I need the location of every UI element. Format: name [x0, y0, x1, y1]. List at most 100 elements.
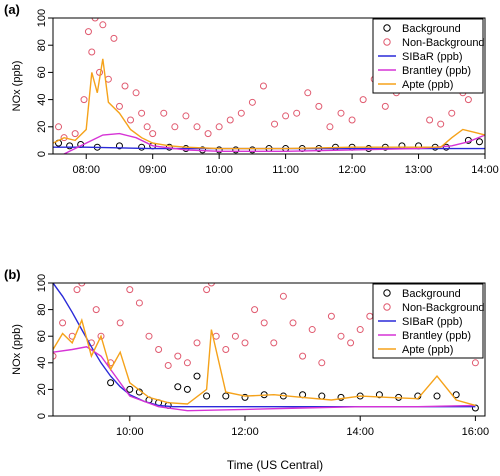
background-point — [475, 138, 483, 146]
background-point — [452, 391, 460, 399]
background-point — [433, 392, 441, 400]
x-tick-label: 13:00 — [405, 164, 433, 176]
legend: Background Non-Background SIBaR (ppb) Brant… — [372, 283, 485, 359]
non-background-point — [270, 339, 278, 347]
non-background-point — [279, 292, 287, 300]
non-background-point — [315, 102, 323, 110]
non-background-point — [116, 319, 124, 327]
background-point — [174, 383, 182, 391]
y-tick-label: 40 — [36, 93, 48, 105]
non-background-point — [348, 116, 356, 124]
non-background-point — [88, 48, 96, 56]
non-background-point — [347, 339, 355, 347]
non-background-point — [471, 359, 479, 367]
non-background-point — [337, 332, 345, 340]
non-background-point — [251, 306, 259, 314]
panel-b: 0 20 40 60 80 100 10:00 12:00 14:00 16:00 NOx (ppb… — [4, 267, 489, 438]
non-background-point — [464, 96, 472, 104]
non-background-point — [171, 123, 179, 131]
non-background-point — [203, 286, 211, 294]
x-tick-label: 14:00 — [346, 426, 374, 438]
non-background-point — [259, 82, 267, 90]
panel-a: 0 20 40 60 80 100 08:00 09:00 10:00 11:00 12:00 13:… — [4, 2, 499, 176]
legend-entry: Non-Background — [402, 302, 485, 314]
non-background-point — [121, 82, 129, 90]
legend-entry: SIBaR (ppb) — [402, 51, 463, 63]
legend-entry: Brantley (ppb) — [402, 65, 471, 77]
y-axis-label: NOx (ppb) — [11, 324, 23, 375]
background-point — [222, 392, 230, 400]
x-tick-label: 16:00 — [462, 426, 490, 438]
legend-marker — [383, 38, 391, 46]
non-background-point — [207, 283, 215, 287]
plot-frame — [52, 282, 486, 417]
background-point — [318, 392, 326, 400]
non-background-point — [115, 102, 123, 110]
y-tick-label: 60 — [36, 66, 48, 78]
y-tick-label: 80 — [36, 39, 48, 51]
non-background-point — [92, 306, 100, 314]
non-background-point — [80, 96, 88, 104]
non-background-point — [132, 89, 140, 97]
non-background-point — [237, 109, 245, 117]
apte-ppb-line — [53, 58, 485, 150]
background-point — [66, 142, 74, 150]
non-background-point — [145, 332, 153, 340]
non-background-point — [193, 339, 201, 347]
non-background-point — [299, 352, 307, 360]
y-tick-label: 100 — [36, 274, 48, 292]
non-background-point — [60, 134, 68, 142]
non-background-point — [327, 312, 335, 320]
non-background-point — [126, 286, 134, 294]
background-point — [203, 392, 211, 400]
non-background-point — [164, 361, 172, 369]
y-tick-label: 80 — [36, 303, 48, 315]
legend-marker — [383, 303, 391, 311]
non-background-point — [359, 96, 367, 104]
legend-entry: Background — [402, 288, 461, 300]
non-background-point — [84, 28, 92, 36]
non-background-point — [182, 112, 190, 120]
non-background-point — [308, 326, 316, 334]
panel-label: (a) — [4, 2, 20, 17]
legend-marker — [383, 289, 391, 297]
non-background-point — [193, 123, 201, 131]
non-background-point — [318, 359, 326, 367]
non-background-point — [241, 339, 249, 347]
y-tick-label: 60 — [36, 330, 48, 342]
non-background-point — [91, 18, 99, 22]
non-background-point — [282, 112, 290, 120]
non-background-point — [78, 283, 86, 287]
y-tick-label: 0 — [36, 413, 48, 419]
non-background-point — [215, 123, 223, 131]
legend-entry: Non-Background — [402, 37, 485, 49]
x-tick-label: 10:00 — [116, 426, 144, 438]
background-point — [107, 379, 115, 387]
y-tick-label: 20 — [36, 383, 48, 395]
background-point — [138, 143, 146, 151]
non-background-point — [271, 120, 279, 128]
non-background-point — [231, 332, 239, 340]
non-background-point — [55, 123, 63, 131]
non-background-point — [99, 21, 107, 29]
non-background-point — [226, 116, 234, 124]
background-point — [241, 393, 249, 401]
background-point — [215, 146, 223, 154]
non-background-point — [160, 109, 168, 117]
non-background-point — [260, 319, 268, 327]
x-tick-label: 11:00 — [272, 164, 299, 176]
background-point — [375, 391, 383, 399]
non-background-point — [248, 98, 256, 106]
non-background-point — [448, 109, 456, 117]
x-tick-label: 12:00 — [231, 426, 259, 438]
non-background-point — [138, 109, 146, 117]
non-background-point — [437, 120, 445, 128]
non-background-point — [127, 116, 135, 124]
y-axis-label: NOx (ppb) — [11, 61, 23, 112]
background-point — [248, 146, 256, 154]
background-point — [193, 372, 201, 380]
non-background-point — [149, 130, 157, 138]
y-tick-label: 20 — [36, 121, 48, 133]
non-background-point — [71, 130, 79, 138]
